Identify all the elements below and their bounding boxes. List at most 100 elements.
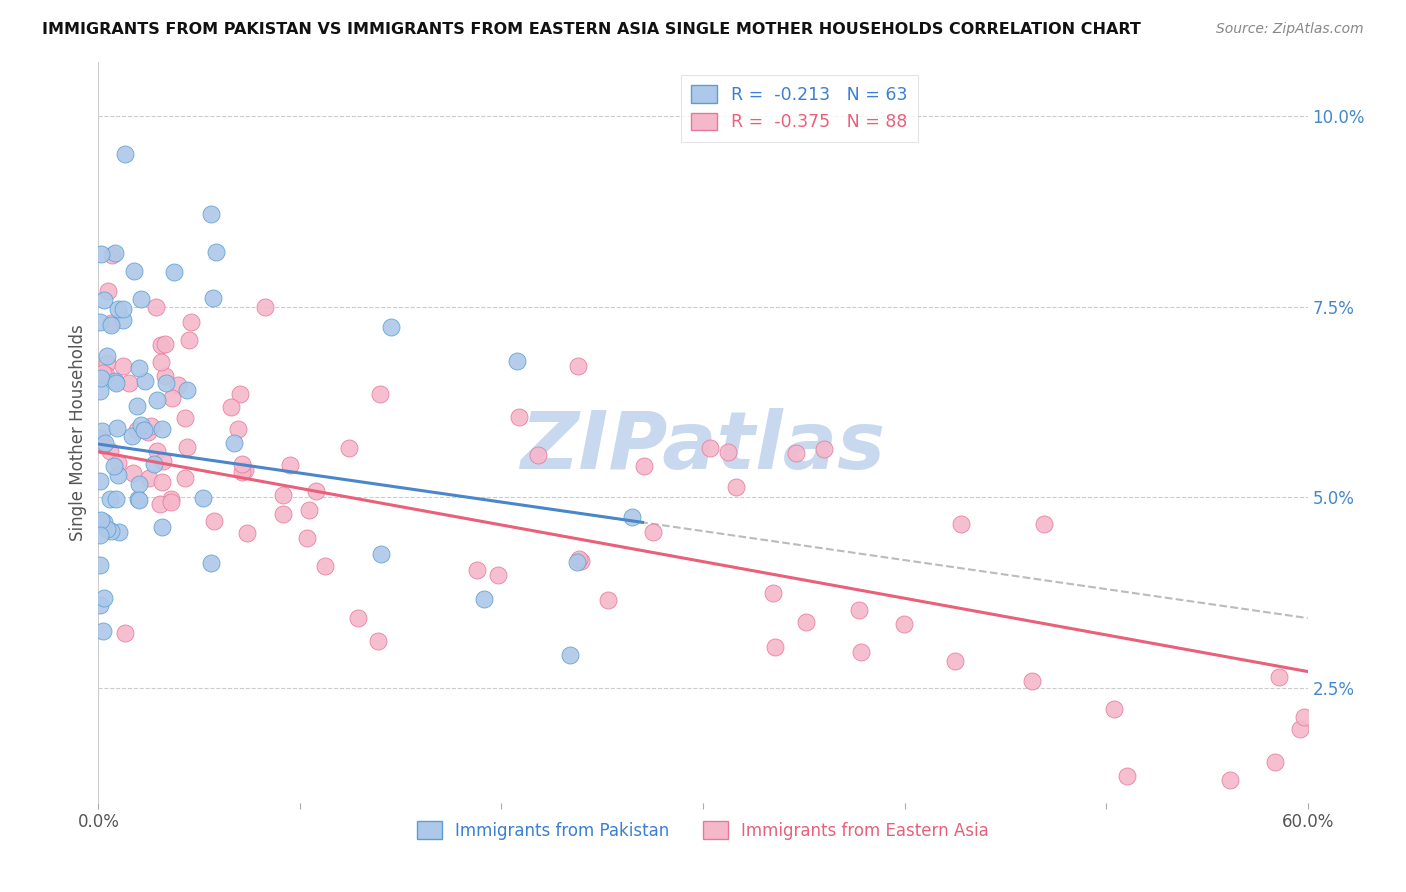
Point <box>89 474 111 488</box>
Point <box>112 312 135 326</box>
Point <box>153 337 176 351</box>
Point <box>1289 722 1312 736</box>
Point <box>762 585 785 599</box>
Point <box>1294 710 1316 724</box>
Point <box>145 300 167 314</box>
Point <box>91 425 114 439</box>
Point <box>851 645 873 659</box>
Point <box>813 442 835 457</box>
Point <box>107 457 129 471</box>
Point <box>176 383 198 397</box>
Point <box>370 387 392 401</box>
Point <box>467 563 489 577</box>
Point <box>305 484 328 499</box>
Point <box>90 371 112 385</box>
Point <box>150 338 173 352</box>
Point <box>100 316 122 330</box>
Point <box>155 376 177 391</box>
Point <box>567 359 589 373</box>
Point <box>111 359 134 373</box>
Point <box>633 459 655 474</box>
Point <box>129 292 152 306</box>
Point <box>717 445 740 459</box>
Point <box>224 436 246 450</box>
Point <box>508 410 530 425</box>
Point <box>138 470 160 484</box>
Point <box>89 384 111 399</box>
Point <box>370 547 392 561</box>
Point <box>129 417 152 432</box>
Point <box>150 355 173 369</box>
Point <box>179 334 201 348</box>
Point <box>1268 670 1291 684</box>
Point <box>89 598 111 612</box>
Point <box>163 265 186 279</box>
Point <box>204 515 226 529</box>
Point <box>91 624 114 639</box>
Point <box>560 648 582 662</box>
Point <box>98 492 121 507</box>
Point <box>221 401 243 415</box>
Point <box>112 301 135 316</box>
Point <box>226 422 249 436</box>
Point <box>295 531 318 545</box>
Point <box>114 147 136 161</box>
Point <box>725 480 748 494</box>
Point <box>621 509 644 524</box>
Point <box>122 263 145 277</box>
Point <box>100 318 122 332</box>
Text: ZIPatlas: ZIPatlas <box>520 409 886 486</box>
Point <box>100 524 122 538</box>
Point <box>127 423 149 437</box>
Point <box>150 519 173 533</box>
Point <box>121 429 143 443</box>
Point <box>1116 768 1139 782</box>
Point <box>89 558 111 572</box>
Point <box>94 435 117 450</box>
Point <box>118 376 141 390</box>
Point <box>107 524 129 539</box>
Point <box>89 527 111 541</box>
Point <box>127 399 149 413</box>
Point <box>104 246 127 260</box>
Point <box>893 616 915 631</box>
Point <box>205 245 228 260</box>
Point <box>89 315 111 329</box>
Point <box>229 386 252 401</box>
Point <box>160 391 183 405</box>
Point <box>104 374 127 388</box>
Point <box>180 315 202 329</box>
Point <box>785 445 807 459</box>
Point <box>1264 755 1286 769</box>
Point <box>200 556 222 570</box>
Point <box>231 457 253 471</box>
Point <box>486 568 509 582</box>
Point <box>114 626 136 640</box>
Point <box>278 458 301 473</box>
Point <box>97 285 120 299</box>
Point <box>367 634 389 648</box>
Point <box>314 558 336 573</box>
Point <box>160 495 183 509</box>
Point <box>96 349 118 363</box>
Point <box>105 492 128 507</box>
Point <box>90 247 112 261</box>
Point <box>794 615 817 630</box>
Point <box>103 458 125 473</box>
Point <box>132 423 155 437</box>
Point <box>337 442 360 456</box>
Point <box>89 431 111 445</box>
Point <box>105 376 128 391</box>
Point <box>107 468 129 483</box>
Point <box>105 420 128 434</box>
Point <box>127 491 149 506</box>
Point <box>93 591 115 606</box>
Point <box>943 654 966 668</box>
Point <box>152 454 174 468</box>
Point <box>98 443 121 458</box>
Point <box>1219 772 1241 787</box>
Point <box>128 493 150 508</box>
Point <box>505 353 527 368</box>
Point <box>569 554 592 568</box>
Point <box>150 422 173 436</box>
